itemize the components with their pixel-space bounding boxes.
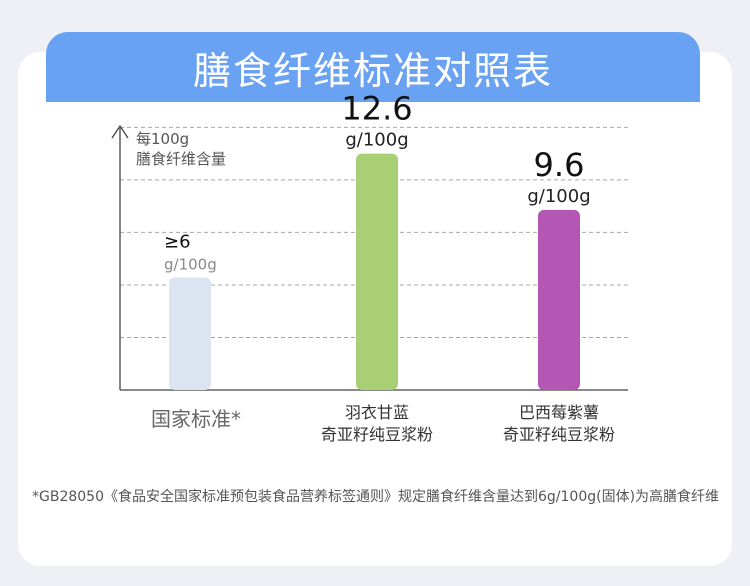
category-label: 国家标准*	[151, 407, 241, 431]
category-label: 巴西莓紫薯	[519, 403, 599, 422]
y-axis-label: 膳食纤维含量	[136, 150, 226, 168]
category-label: 羽衣甘蓝	[345, 403, 409, 422]
bar	[356, 153, 398, 390]
footnote: *GB28050《食品安全国家标准预包装食品营养标签通则》规定膳食纤维含量达到6…	[32, 489, 720, 505]
bar	[538, 209, 580, 390]
data-label-value: 12.6	[341, 90, 412, 128]
labels-layer: 每100g膳食纤维含量≥6g/100g国家标准*12.6g/100g羽衣甘蓝奇亚…	[136, 90, 615, 444]
data-label-value: ≥6	[164, 231, 191, 252]
y-axis-label: 每100g	[136, 130, 189, 148]
data-label-unit: g/100g	[345, 130, 408, 151]
category-label: 奇亚籽纯豆浆粉	[321, 425, 433, 444]
page-title: 膳食纤维标准对照表	[46, 32, 700, 102]
data-label-value: 9.6	[534, 146, 585, 184]
y-axis-arrow-icon	[111, 124, 129, 139]
bars-layer	[169, 153, 580, 390]
fiber-bar-chart: 每100g膳食纤维含量≥6g/100g国家标准*12.6g/100g羽衣甘蓝奇亚…	[111, 90, 628, 444]
category-label: 奇亚籽纯豆浆粉	[503, 425, 615, 444]
bar	[169, 277, 211, 390]
data-label-unit: g/100g	[527, 186, 590, 207]
data-label-unit: g/100g	[164, 255, 217, 273]
